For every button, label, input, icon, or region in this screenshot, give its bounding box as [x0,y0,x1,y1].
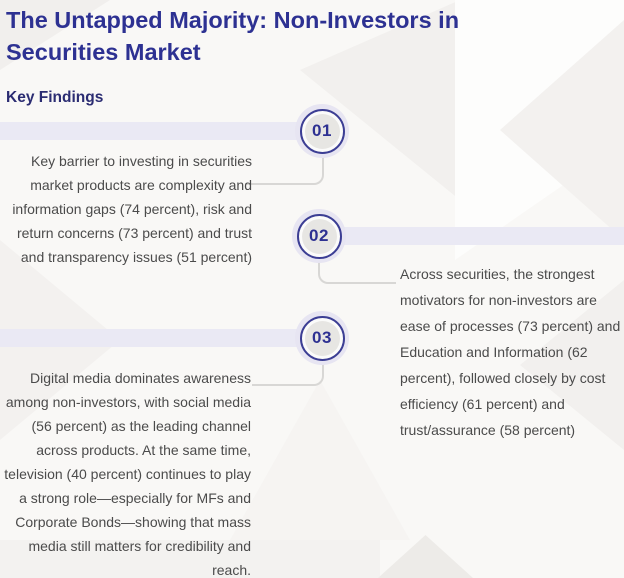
finding-2-text: Across securities, the strongest motivat… [400,266,621,438]
finding-1-text: Key barrier to investing in securities m… [12,153,252,265]
accent-band-2 [312,227,624,245]
finding-1-number: 01 [312,121,332,140]
finding-3-text: Digital media dominates awareness among … [4,370,251,578]
connector-line-2 [318,261,396,284]
bg-triangle [378,535,473,578]
badge-disc: 02 [301,218,337,254]
badge-ring: 03 [299,315,345,361]
badge-ring: 01 [299,108,345,154]
page-title: The Untapped Majority: Non-Investors in … [6,7,460,65]
badge-ring: 02 [296,213,342,259]
connector-line-1 [245,157,324,185]
finding-2-number: 02 [309,226,329,245]
finding-2-number-badge: 02 [292,209,346,263]
finding-3-number-badge: 03 [295,311,349,365]
accent-band-3 [0,329,330,347]
section-heading: Key Findings [6,89,104,106]
connector-line-3 [252,362,324,386]
finding-3-number: 03 [312,328,332,347]
badge-disc: 01 [304,113,340,149]
finding-1-number-badge: 01 [295,104,349,158]
accent-band-1 [0,122,330,140]
badge-disc: 03 [304,320,340,356]
bg-triangle [230,380,410,540]
